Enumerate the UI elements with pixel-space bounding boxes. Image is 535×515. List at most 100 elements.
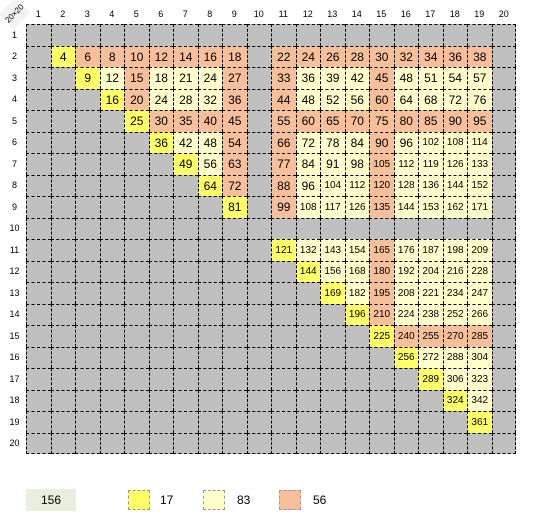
grid-cell-cream: 78: [320, 131, 345, 153]
grid-cell-cream: 153: [418, 196, 443, 218]
grid-cell-empty: [26, 196, 51, 218]
grid-cell-cream: 216: [442, 260, 467, 282]
grid-cell-cream: 209: [467, 239, 492, 261]
grid-cell-empty: [50, 153, 75, 175]
grid-cell-empty: [197, 239, 222, 261]
grid-cell-cream: 112: [393, 153, 418, 175]
grid-cell-empty: [26, 411, 51, 433]
grid-cell-empty: [246, 88, 271, 110]
grid-cell-empty: [491, 432, 516, 454]
grid-cell-orange: 28: [344, 45, 369, 67]
grid-cell-cream: 64: [393, 88, 418, 110]
grid-cell-cream: 18: [148, 67, 173, 89]
legend: 156 17 83 56: [0, 488, 535, 512]
grid-cell-empty: [50, 282, 75, 304]
grid-cell-empty: [173, 303, 198, 325]
grid-cell-empty: [442, 411, 467, 433]
grid-cell-empty: [124, 174, 149, 196]
grid-cell-empty: [344, 368, 369, 390]
grid-cell-cream: 32: [197, 88, 222, 110]
grid-cell-orange: 55: [271, 110, 296, 132]
column-header: 19: [467, 3, 492, 24]
grid-cell-empty: [491, 110, 516, 132]
grid-cell-orange: 85: [418, 110, 443, 132]
row-header: 10: [3, 217, 26, 239]
grid-cell-empty: [418, 389, 443, 411]
grid-cell-orange: 38: [467, 45, 492, 67]
grid-cell-empty: [246, 24, 271, 46]
column-header: 18: [442, 3, 467, 24]
grid-cell-empty: [369, 217, 394, 239]
grid-cell-empty: [246, 389, 271, 411]
grid-cell-empty: [50, 131, 75, 153]
grid-cell-empty: [75, 432, 100, 454]
grid-cell-empty: [246, 217, 271, 239]
grid-cell-empty: [148, 239, 173, 261]
grid-cell-empty: [26, 217, 51, 239]
grid-cell-empty: [222, 217, 247, 239]
grid-cell-empty: [124, 346, 149, 368]
grid-cell-orange: 60: [295, 110, 320, 132]
grid-cell-empty: [295, 389, 320, 411]
grid-cell-empty: [75, 346, 100, 368]
grid-cell-empty: [26, 88, 51, 110]
grid-cell-cream: 252: [442, 303, 467, 325]
column-header: 1: [26, 3, 51, 24]
grid-cell-empty: [393, 368, 418, 390]
row-header: 12: [3, 260, 26, 282]
grid-cell-empty: [197, 346, 222, 368]
grid-cell-empty: [295, 303, 320, 325]
grid-cell-cream: 132: [295, 239, 320, 261]
legend-yellow-count: 17: [160, 493, 174, 507]
grid-cell-empty: [491, 217, 516, 239]
grid-cell-empty: [50, 88, 75, 110]
grid-cell-empty: [491, 67, 516, 89]
grid-cell-empty: [148, 260, 173, 282]
grid-cell-cream: 48: [197, 131, 222, 153]
grid-cell-empty: [246, 67, 271, 89]
grid-cell-cream: 208: [393, 282, 418, 304]
grid-cell-empty: [99, 325, 124, 347]
grid-cell-cream: 228: [467, 260, 492, 282]
grid-cell-empty: [26, 346, 51, 368]
grid-cell-empty: [99, 368, 124, 390]
grid-cell-cream: 247: [467, 282, 492, 304]
grid-cell-cream: 36: [295, 67, 320, 89]
grid-cell-empty: [99, 196, 124, 218]
grid-cell-empty: [369, 368, 394, 390]
grid-cell-empty: [173, 174, 198, 196]
grid-cell-empty: [246, 282, 271, 304]
grid-cell-empty: [148, 368, 173, 390]
grid-cell-empty: [26, 432, 51, 454]
grid-cell-yellow: 16: [99, 88, 124, 110]
grid-cell-empty: [26, 260, 51, 282]
grid-cell-empty: [99, 432, 124, 454]
grid-cell-empty: [197, 196, 222, 218]
grid-cell-cream: 221: [418, 282, 443, 304]
grid-cell-cream: 39: [320, 67, 345, 89]
grid-cell-orange: 40: [197, 110, 222, 132]
grid-cell-empty: [124, 368, 149, 390]
grid-cell-empty: [99, 389, 124, 411]
grid-cell-empty: [99, 24, 124, 46]
grid-cell-empty: [173, 282, 198, 304]
grid-cell-empty: [50, 24, 75, 46]
grid-cell-empty: [271, 432, 296, 454]
row-header: 20: [3, 432, 26, 454]
grid-cell-empty: [222, 389, 247, 411]
grid-cell-cream: 238: [418, 303, 443, 325]
grid-cell-cream: 143: [320, 239, 345, 261]
grid-cell-cream: 12: [99, 67, 124, 89]
grid-cell-empty: [197, 303, 222, 325]
grid-cell-yellow: 225: [369, 325, 394, 347]
grid-cell-empty: [271, 303, 296, 325]
grid-cell-empty: [344, 411, 369, 433]
grid-cell-cream: 104: [320, 174, 345, 196]
grid-cell-empty: [197, 325, 222, 347]
grid-cell-empty: [369, 24, 394, 46]
grid-cell-orange: 285: [467, 325, 492, 347]
grid-cell-cream: 182: [344, 282, 369, 304]
grid-cell-empty: [491, 260, 516, 282]
grid-cell-cream: 152: [467, 174, 492, 196]
grid-cell-empty: [246, 303, 271, 325]
